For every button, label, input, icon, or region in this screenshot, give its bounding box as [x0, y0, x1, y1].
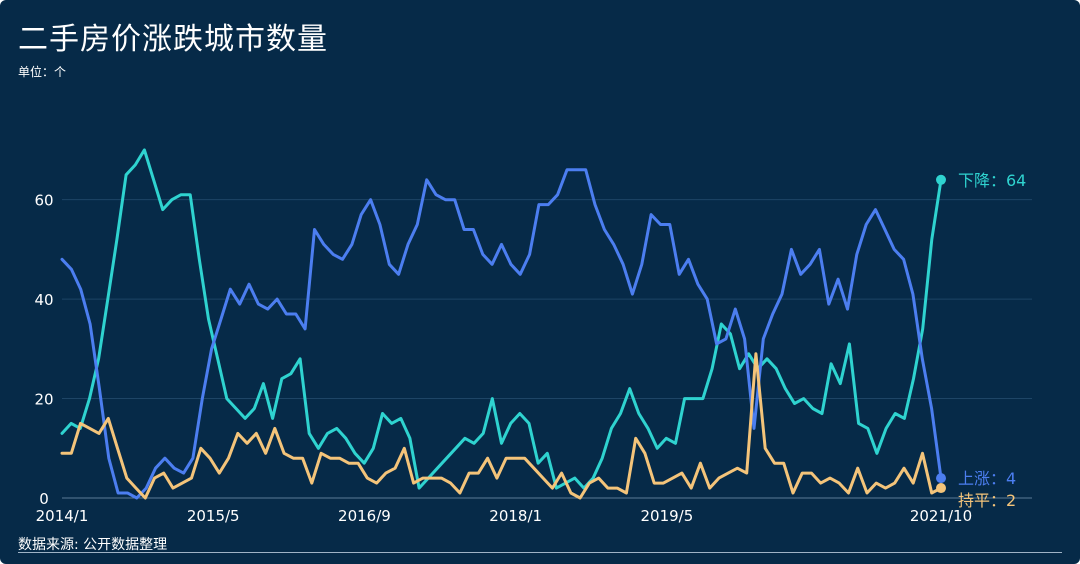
x-tick-label: 2018/1 — [489, 507, 542, 525]
x-tick-label: 2019/5 — [641, 507, 694, 525]
series-end-label: 持平：2 — [958, 491, 1016, 510]
x-axis-ticks: 2014/1 2015/5 2016/9 2018/1 2019/5 2021/10 — [36, 507, 973, 525]
series-line — [60, 352, 943, 500]
series-1 — [60, 148, 946, 490]
series-2 — [60, 168, 946, 500]
y-tick-label: 60 — [34, 192, 53, 210]
series-layer — [60, 148, 946, 500]
series-line — [60, 168, 943, 500]
unit-label: 单位：个 — [18, 65, 67, 79]
y-tick-label: 0 — [39, 490, 49, 508]
series-end-label: 上涨：4 — [958, 469, 1016, 488]
series-3 — [60, 352, 946, 500]
y-tick-label: 20 — [34, 391, 53, 409]
series-end-point — [936, 483, 946, 494]
x-tick-label: 2015/5 — [187, 507, 240, 525]
y-tick-label: 40 — [34, 291, 53, 309]
series-end-point — [936, 174, 946, 185]
x-tick-label: 2016/9 — [338, 507, 391, 525]
x-tick-label: 2021/10 — [910, 507, 972, 525]
data-source-note: 数据来源: 公开数据整理 — [18, 537, 168, 553]
grid-layer — [62, 199, 1032, 499]
chart-title: 二手房价涨跌城市数量 — [18, 22, 328, 57]
bottom-divider — [18, 552, 1062, 553]
series-end-point — [936, 473, 946, 484]
series-end-label: 下降：64 — [958, 171, 1026, 190]
y-axis-ticks: 0 20 40 60 — [34, 192, 53, 508]
series-line — [60, 148, 943, 490]
series-end-labels: 下降：64 上涨：4 持平：2 — [958, 171, 1026, 510]
x-tick-label: 2014/1 — [36, 507, 89, 525]
